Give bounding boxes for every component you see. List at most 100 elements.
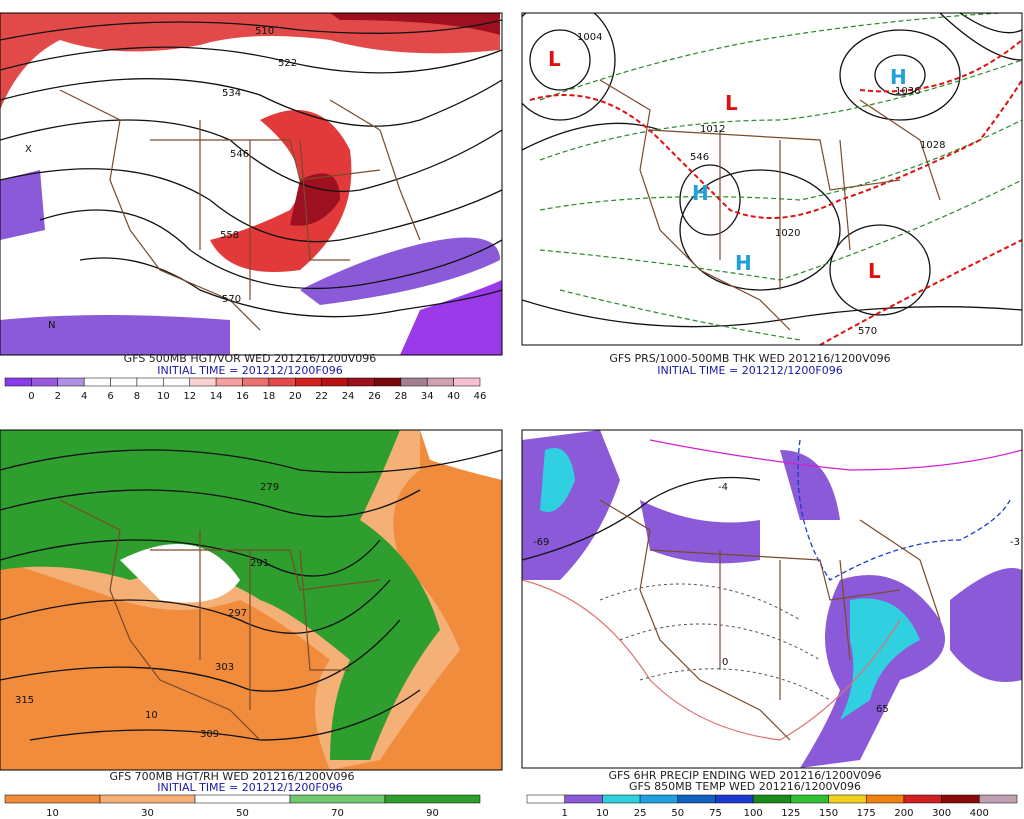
colorbar-swatch — [321, 377, 349, 387]
contour-label: -4 — [718, 482, 728, 493]
colorbar-swatch — [602, 794, 641, 804]
colorbar-swatch — [31, 377, 59, 387]
colorbar-swatch — [99, 794, 196, 804]
initial-time: INITIAL TIME = 201212/1200F096 — [157, 364, 342, 377]
caption: GFS PRS/1000-500MB THK WED 201216/1200V0… — [609, 352, 890, 365]
high-marker: H — [735, 251, 752, 275]
colorbar-label: 1 — [562, 808, 568, 819]
colorbar-label: 200 — [894, 808, 913, 819]
colorbar-swatch — [903, 794, 942, 804]
colorbar-label: 8 — [134, 391, 140, 402]
colorbar-label: 300 — [932, 808, 951, 819]
colorbar-swatch — [4, 794, 101, 804]
colorbar-label: 100 — [744, 808, 763, 819]
contour-label: 558 — [220, 230, 239, 241]
colorbar-swatch — [4, 377, 32, 387]
contour-label: 315 — [15, 695, 34, 706]
colorbar-label: 46 — [474, 391, 487, 402]
colorbar-label: 14 — [210, 391, 223, 402]
colorbar-swatch — [289, 794, 386, 804]
caption: GFS 850MB TEMP WED 201216/1200V096 — [629, 780, 861, 793]
colorbar-label: 6 — [107, 391, 113, 402]
contour-label: 297 — [228, 608, 247, 619]
panel-frame — [0, 429, 503, 771]
colorbar-swatch — [83, 377, 111, 387]
center-mark: N — [48, 320, 55, 331]
colorbar-label: 25 — [634, 808, 647, 819]
colorbar-label: 12 — [183, 391, 196, 402]
colorbar-label: 0 — [28, 391, 34, 402]
contour-label: 570 — [222, 294, 241, 305]
colorbar-swatch — [163, 377, 190, 387]
colorbar-swatch — [194, 794, 291, 804]
colorbar-swatch — [979, 794, 1018, 804]
low-marker: L — [548, 47, 561, 71]
panel-frame — [0, 12, 503, 356]
colorbar: 1 10 25 50 75 100 125 150 175 200 300 400 — [526, 794, 1018, 819]
contour-label: 546 — [690, 152, 709, 163]
colorbar-swatch — [790, 794, 829, 804]
colorbar: 0 2 4 6 8 10 12 14 16 18 20 22 24 26 28 34 40 46 — [4, 377, 487, 402]
colorbar-label: 26 — [368, 391, 381, 402]
colorbar-swatch — [426, 377, 454, 387]
colorbar-swatch — [715, 794, 754, 804]
colorbar-swatch — [295, 377, 322, 387]
colorbar-swatch — [268, 377, 296, 387]
contour-label: 279 — [260, 482, 279, 493]
map-700mb: 279 291 297 303 309 315 10 — [0, 430, 502, 770]
initial-time: INITIAL TIME = 201212/1200F096 — [657, 364, 842, 377]
contour-label: 546 — [230, 149, 249, 160]
map-precip: -3 65 -69 -4 0 — [522, 430, 1022, 768]
contour-label: 1012 — [700, 124, 725, 135]
colorbar-label: 4 — [81, 391, 87, 402]
colorbar-label: 75 — [709, 808, 722, 819]
colorbar-label: 30 — [141, 808, 154, 819]
colorbar-swatch — [677, 794, 716, 804]
colorbar-label: 16 — [236, 391, 249, 402]
colorbar-swatch — [57, 377, 85, 387]
colorbar-label: 150 — [819, 808, 838, 819]
contour-label: 1036 — [895, 86, 920, 97]
panel-frame — [521, 12, 1023, 346]
colorbar-swatch — [400, 377, 428, 387]
colorbar-swatch — [136, 377, 164, 387]
low-marker: L — [725, 91, 738, 115]
center-mark: X — [25, 144, 32, 155]
colorbar-swatch — [347, 377, 375, 387]
colorbar-swatch — [752, 794, 792, 804]
caption: GFS 700MB HGT/RH WED 201216/1200V096 — [110, 770, 355, 783]
high-marker: H — [692, 181, 709, 205]
map-500mb: 510 522 534 546 558 570 X N — [0, 13, 502, 355]
contour-label: 1004 — [577, 32, 602, 43]
panel-frame — [521, 429, 1023, 769]
colorbar: 10 30 50 70 90 — [4, 794, 481, 819]
colorbar-swatch — [828, 794, 867, 804]
contour-label: 10 — [145, 710, 158, 721]
colorbar-swatch — [374, 377, 402, 387]
colorbar-label: 20 — [289, 391, 302, 402]
colorbar-swatch — [242, 377, 270, 387]
low-marker: L — [868, 259, 881, 283]
caption: GFS 6HR PRECIP ENDING WED 201216/1200V09… — [609, 769, 882, 782]
colorbar-label: 10 — [596, 808, 609, 819]
colorbar-label: 18 — [263, 391, 276, 402]
colorbar-swatch — [453, 377, 481, 387]
contour-label: 65 — [876, 704, 889, 715]
caption: GFS 500MB HGT/VOR WED 201216/1200V096 — [124, 352, 377, 365]
colorbar-label: 40 — [447, 391, 460, 402]
colorbar-label: 400 — [970, 808, 989, 819]
colorbar-label: 70 — [331, 808, 344, 819]
colorbar-swatch — [189, 377, 217, 387]
contour-label: 522 — [278, 58, 297, 69]
contour-label: -69 — [533, 537, 549, 548]
colorbar-swatch — [639, 794, 679, 804]
contour-label: -3 — [1010, 537, 1020, 548]
colorbar-label: 50 — [671, 808, 684, 819]
contour-label: 0 — [722, 657, 728, 668]
colorbar-label: 28 — [394, 391, 407, 402]
colorbar-swatch — [564, 794, 603, 804]
initial-time: INITIAL TIME = 201212/1200F096 — [157, 781, 342, 794]
contour-label: 534 — [222, 88, 241, 99]
contour-label: 291 — [250, 558, 269, 569]
